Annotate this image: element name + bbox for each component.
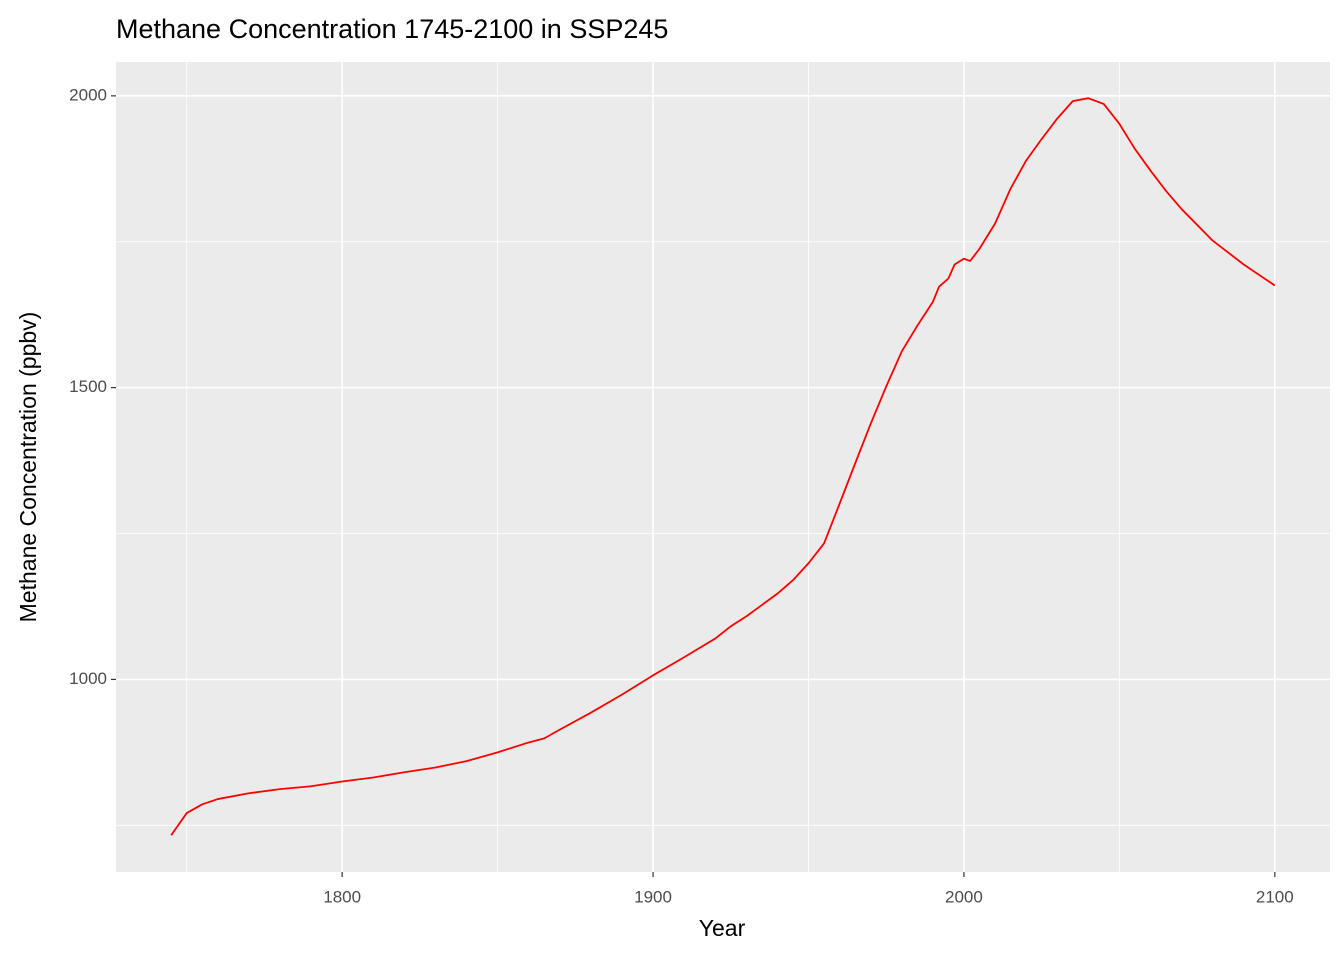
y-tick-label: 1000 bbox=[69, 669, 107, 688]
y-axis-title: Methane Concentration (ppbv) bbox=[15, 312, 41, 623]
y-tick-label: 1500 bbox=[69, 377, 107, 396]
plot-panel bbox=[116, 62, 1330, 872]
chart-title: Methane Concentration 1745-2100 in SSP24… bbox=[116, 14, 668, 44]
x-tick-label: 1900 bbox=[634, 887, 672, 906]
x-axis-title: Year bbox=[699, 915, 746, 941]
x-tick-label: 1800 bbox=[323, 887, 361, 906]
x-tick-label: 2000 bbox=[945, 887, 983, 906]
x-tick-label: 2100 bbox=[1256, 887, 1294, 906]
data-line bbox=[170, 97, 1276, 836]
y-tick-label: 2000 bbox=[69, 85, 107, 104]
